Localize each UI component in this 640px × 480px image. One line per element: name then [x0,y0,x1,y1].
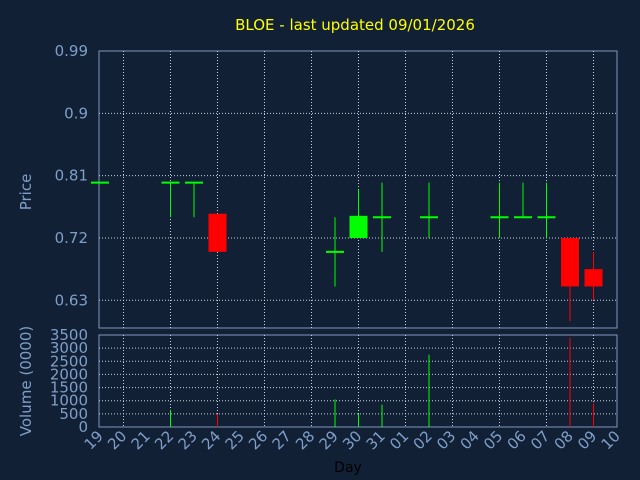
volume-grid [99,335,617,427]
volume-y-tick-label: 2000 [50,365,88,383]
x-tick-label: 05 [480,427,506,453]
volume-y-tick-label: 1500 [50,379,88,397]
candle [161,181,180,218]
x-axis-ticks: 1920212223242526272829303101020304050607… [81,427,624,453]
x-tick-label: 27 [269,427,295,453]
x-tick-label: 10 [598,427,624,453]
price-y-tick-label: 0.99 [55,42,88,60]
candle [514,182,532,219]
candle [561,237,579,322]
volume-y-tick-label: 500 [59,405,88,423]
candle-body [584,269,603,287]
price-y-ticks: 0.99 0.9 0.81 0.72 0.63 [55,42,88,309]
x-tick-label: 31 [363,427,389,453]
x-tick-label: 30 [339,427,365,453]
volume-y-tick-label: 1000 [50,392,88,410]
x-tick-label: 01 [386,427,412,453]
volume-axis-label: Volume (0000) [17,326,35,436]
x-tick-label: 22 [151,427,177,453]
x-tick-label: 26 [245,427,271,453]
candle [373,182,391,252]
candle [537,182,556,238]
volume-y-tick-label: 3000 [50,339,88,357]
x-tick-label: 04 [457,427,483,453]
x-tick-label: 23 [175,427,201,453]
candle-body [349,215,368,238]
candle [584,251,603,301]
volume-bars [170,337,594,427]
price-y-tick-label: 0.72 [55,229,88,247]
x-tick-label: 03 [433,427,459,453]
x-tick-label: 06 [504,427,530,453]
x-tick-label: 25 [222,427,248,453]
x-tick-label: 29 [316,427,342,453]
price-y-tick-label: 0.63 [55,291,88,309]
x-tick-label: 07 [527,427,553,453]
x-axis-label: Day [334,460,362,476]
candle [185,181,203,218]
price-y-tick-label: 0.81 [55,167,88,185]
candle [326,217,344,287]
candle [208,213,227,252]
chart-title: BLOE - last updated 09/01/2026 [235,16,475,34]
x-tick-label: 28 [292,427,318,453]
volume-y-tick-label: 2500 [50,352,88,370]
price-y-tick-label: 0.9 [64,104,88,122]
price-axis-label: Price [17,174,35,211]
candle [490,182,509,238]
x-tick-label: 08 [551,427,577,453]
x-tick-label: 24 [198,427,224,453]
x-tick-label: 20 [104,427,130,453]
candle [349,189,368,238]
volume-y-tick-label: 3500 [50,326,88,344]
candles [91,181,603,322]
candle [420,182,438,238]
candle-body [561,237,579,287]
x-tick-label: 02 [410,427,436,453]
x-tick-label: 21 [128,427,154,453]
x-tick-label: 09 [574,427,600,453]
candle-body [208,213,227,252]
volume-y-tick-label: 0 [78,418,88,436]
